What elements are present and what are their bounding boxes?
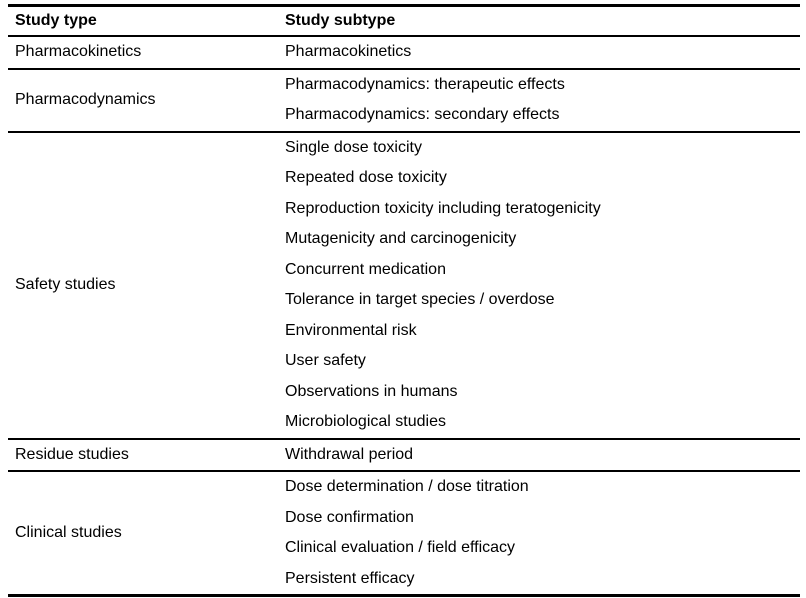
study-subtype-item: Pharmacodynamics: therapeutic effects (285, 75, 565, 93)
study-type-cell: Residue studies (15, 445, 129, 463)
table-row: Pharmacokinetics Pharmacokinetics (8, 35, 800, 68)
column-header-study-subtype: Study subtype (285, 12, 396, 29)
table-row: Pharmacodynamics Pharmacodynamics: therap… (8, 67, 800, 131)
study-subtype-cell: Pharmacokinetics (285, 37, 800, 68)
study-type-cell: Pharmacokinetics (15, 43, 142, 61)
study-subtype-item: Mutagenicity and carcinogenicity (285, 230, 517, 248)
study-subtype-item: Environmental risk (285, 321, 417, 339)
study-type-cell: Safety studies (15, 276, 116, 293)
table-row: Clinical studies Dose determination / dos… (8, 470, 800, 594)
study-subtype-item: Dose confirmation (285, 508, 414, 526)
study-type-cell: Clinical studies (15, 524, 122, 541)
study-type-cell: Pharmacodynamics (15, 91, 156, 108)
study-subtype-item: Concurrent medication (285, 260, 446, 278)
column-header-study-type: Study type (15, 12, 97, 29)
study-subtype-item: Microbiological studies (285, 413, 446, 431)
table-header-row: Study type Study subtype (8, 7, 800, 35)
study-subtype-item: Withdrawal period (285, 445, 414, 463)
study-subtype-item: Clinical evaluation / field efficacy (285, 539, 516, 557)
study-subtype-item: Observations in humans (285, 382, 458, 400)
study-subtype-item: Reproduction toxicity including teratoge… (285, 199, 601, 217)
study-subtype-item: Pharmacokinetics (285, 43, 412, 61)
study-subtype-item: Persistent efficacy (285, 569, 415, 587)
study-subtype-cell: Pharmacodynamics: therapeutic effects Pha… (285, 70, 800, 131)
study-subtype-cell: Single dose toxicity Repeated dose toxici… (285, 133, 800, 438)
study-subtype-item: Pharmacodynamics: secondary effects (285, 106, 560, 124)
table-row: Residue studies Withdrawal period (8, 437, 800, 471)
study-subtype-cell: Withdrawal period (285, 440, 800, 471)
table-row: Safety studies Single dose toxicity Repeat… (8, 130, 800, 438)
study-subtype-item: User safety (285, 352, 366, 370)
study-subtype-item: Repeated dose toxicity (285, 169, 447, 187)
study-subtype-item: Single dose toxicity (285, 138, 422, 156)
study-subtype-cell: Dose determination / dose titration Dose … (285, 472, 800, 594)
study-type-table: Study type Study subtype Pharmacokinetic… (8, 4, 800, 597)
table-body: Pharmacokinetics Pharmacokinetics Pharmaco… (8, 35, 800, 594)
study-subtype-item: Tolerance in target species / overdose (285, 291, 555, 309)
study-subtype-item: Dose determination / dose titration (285, 478, 529, 496)
